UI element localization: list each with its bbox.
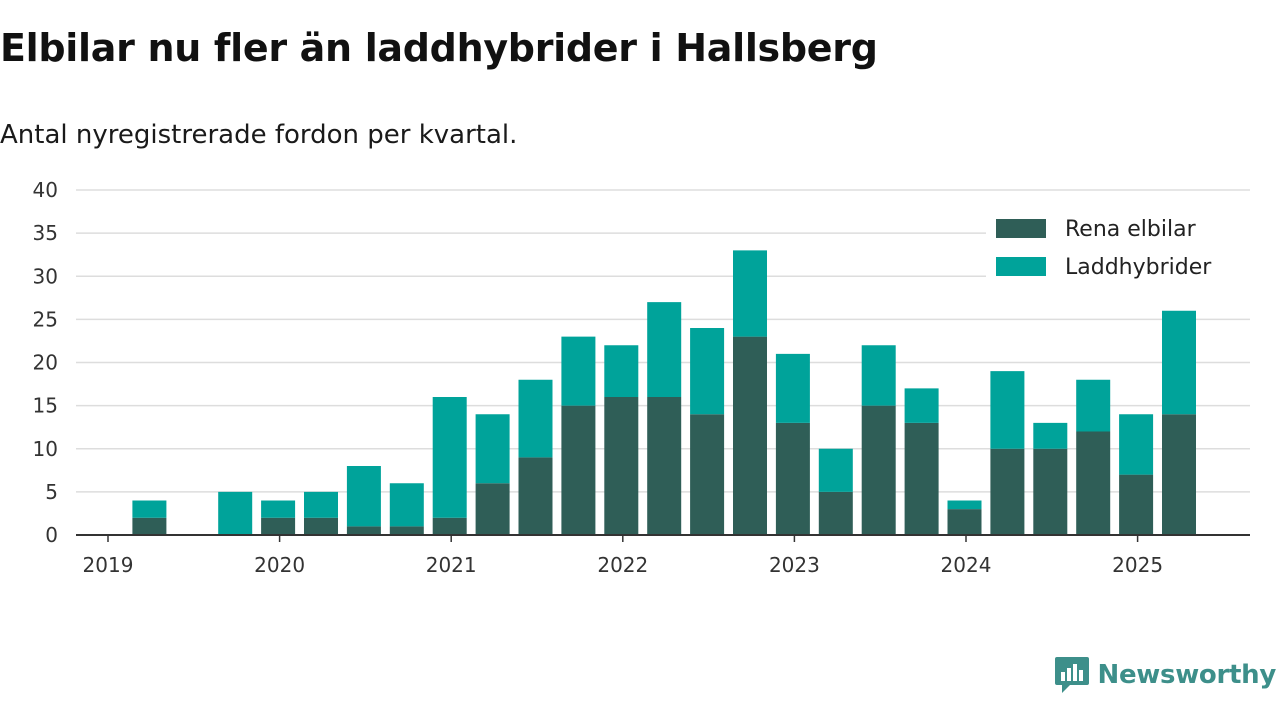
x-tick-label: 2019 (83, 553, 134, 577)
bar-rena-elbilar (261, 517, 296, 535)
bar-rena-elbilar (432, 517, 467, 535)
x-tick-label: 2023 (769, 553, 820, 577)
bar-rena-elbilar (861, 405, 896, 535)
newsworthy-brand: Newsworthy (1054, 656, 1276, 694)
bar-laddhybrider (1033, 422, 1068, 449)
y-axis-ticks: 0 5 10 15 20 25 30 35 40 (33, 178, 58, 547)
bar-rena-elbilar (475, 483, 510, 535)
bar-rena-elbilar (733, 336, 767, 535)
bar-rena-elbilar (604, 397, 639, 535)
bar-rena-elbilar (346, 526, 381, 535)
legend-label: Rena elbilar (1065, 217, 1197, 242)
brand-name: Newsworthy (1097, 660, 1277, 690)
bar-rena-elbilar (389, 526, 424, 535)
x-axis-ticks: 2019 2020 2021 2022 2023 2024 2025 (83, 535, 1163, 577)
y-tick-label: 30 (33, 264, 58, 288)
bar-laddhybrider (861, 345, 896, 406)
bar-laddhybrider (1162, 310, 1196, 415)
bar-rena-elbilar (647, 397, 682, 535)
bar-laddhybrider (775, 353, 810, 423)
bar-rena-elbilar (304, 517, 338, 535)
legend-swatch (996, 257, 1046, 276)
y-tick-label: 15 (33, 394, 58, 418)
bar-laddhybrider (389, 483, 424, 527)
x-tick-label: 2022 (597, 553, 648, 577)
bar-laddhybrider (304, 491, 338, 518)
bar-rena-elbilar (561, 405, 596, 535)
bar-laddhybrider (518, 379, 553, 458)
y-tick-label: 0 (45, 523, 58, 547)
bar-rena-elbilar (775, 422, 810, 535)
chart-title: Elbilar nu fler än laddhybrider i Hallsb… (0, 26, 878, 70)
y-tick-label: 20 (33, 351, 58, 375)
bar-laddhybrider (690, 328, 725, 415)
x-tick-label: 2020 (254, 553, 305, 577)
bar-rena-elbilar (1033, 448, 1068, 535)
legend-swatch (996, 219, 1046, 238)
bar-laddhybrider (947, 500, 982, 510)
bar-rena-elbilar (1119, 474, 1154, 535)
x-tick-label: 2025 (1112, 553, 1163, 577)
bar-laddhybrider (1076, 379, 1111, 432)
bar-laddhybrider (561, 336, 596, 406)
bar-laddhybrider (904, 388, 939, 423)
newsworthy-logo-icon (1054, 657, 1089, 693)
chart-subtitle: Antal nyregistrerade fordon per kvartal. (0, 120, 518, 150)
bar-laddhybrider (218, 491, 253, 535)
y-tick-label: 10 (33, 437, 58, 461)
bar-rena-elbilar (1076, 431, 1111, 535)
y-tick-label: 25 (33, 307, 58, 331)
bar-rena-elbilar (1162, 414, 1196, 535)
bar-laddhybrider (1119, 414, 1154, 475)
legend-label: Laddhybrider (1065, 255, 1212, 280)
bar-laddhybrider (132, 500, 167, 518)
bar-laddhybrider (604, 345, 639, 397)
bar-laddhybrider (346, 466, 381, 527)
bar-laddhybrider (818, 448, 853, 492)
y-tick-label: 40 (33, 178, 58, 202)
bar-rena-elbilar (132, 517, 167, 535)
bar-laddhybrider (647, 302, 682, 397)
bar-rena-elbilar (818, 491, 853, 535)
bars (132, 250, 1196, 535)
y-tick-label: 5 (45, 480, 58, 504)
bar-laddhybrider (432, 397, 467, 518)
bar-rena-elbilar (690, 414, 725, 535)
x-tick-label: 2024 (941, 553, 992, 577)
bar-rena-elbilar (990, 448, 1025, 535)
x-tick-label: 2021 (426, 553, 477, 577)
bar-laddhybrider (475, 414, 510, 484)
bar-laddhybrider (990, 371, 1025, 449)
y-tick-label: 35 (33, 221, 58, 245)
bar-rena-elbilar (904, 422, 939, 535)
bar-rena-elbilar (518, 457, 553, 535)
bar-rena-elbilar (947, 509, 982, 535)
bar-laddhybrider (261, 500, 296, 518)
bar-laddhybrider (733, 250, 767, 337)
legend: Rena elbilar Laddhybrider (986, 208, 1250, 288)
